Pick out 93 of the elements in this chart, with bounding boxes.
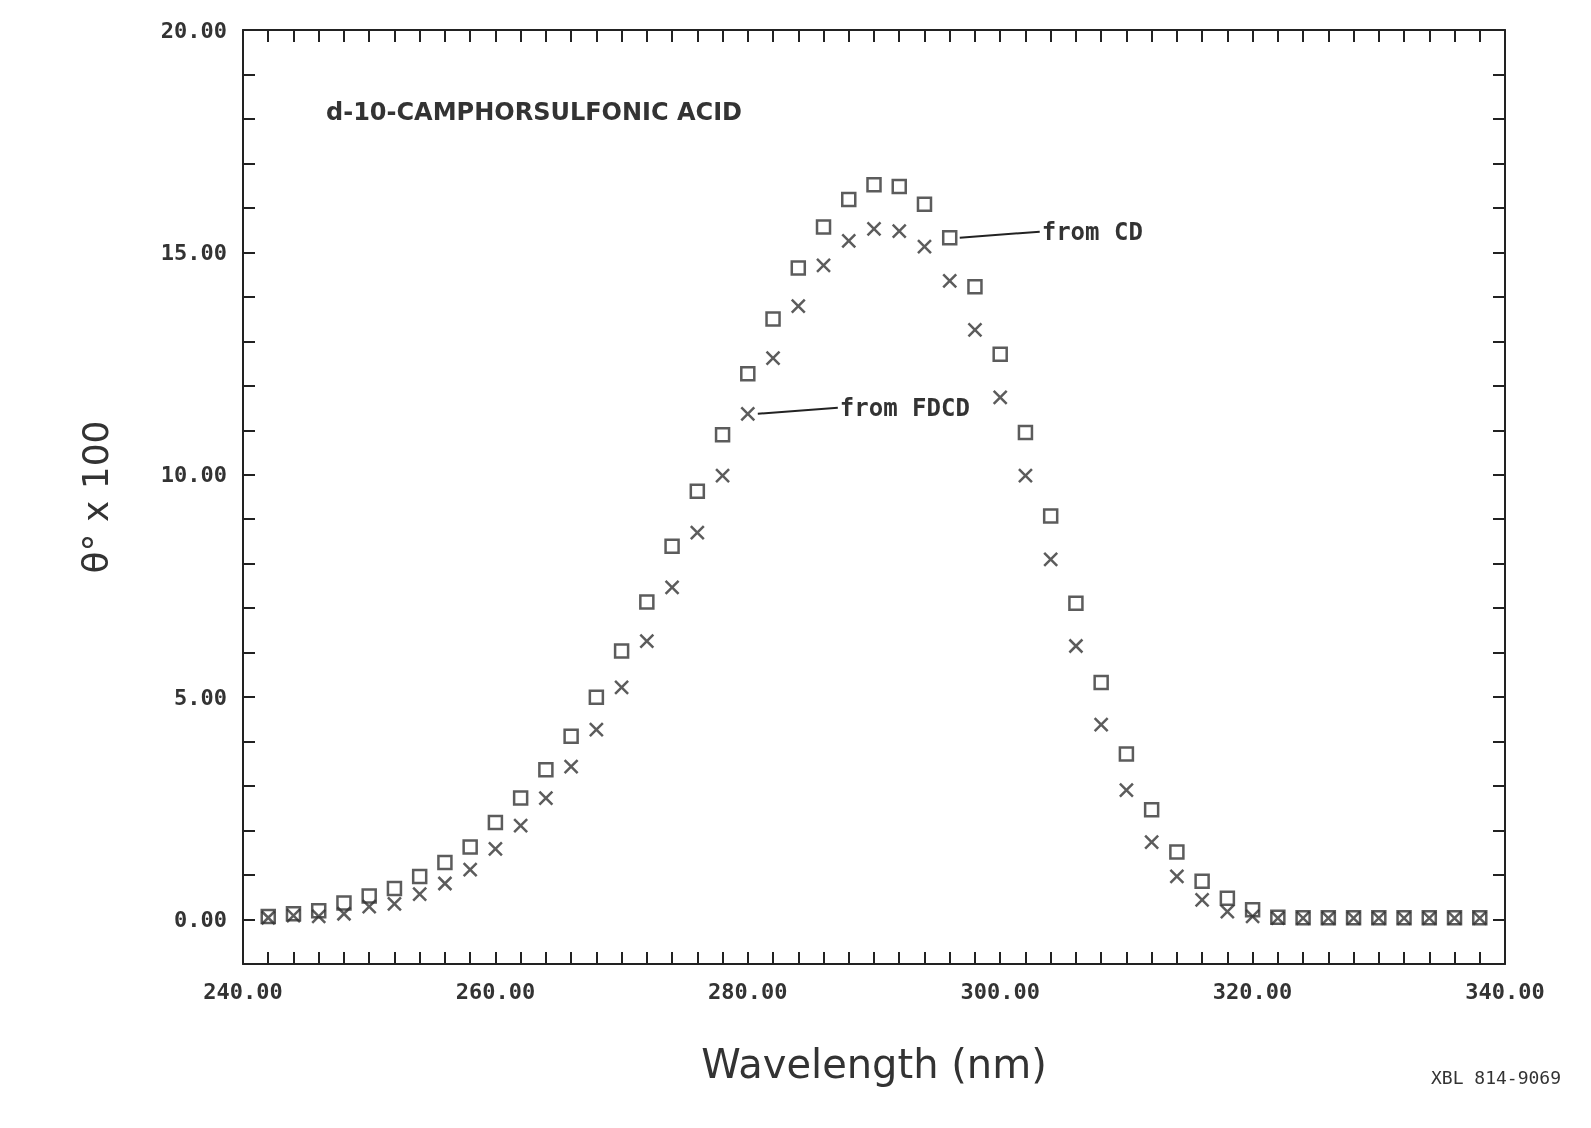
text: XBL 814-9069 xyxy=(1430,1066,1561,1088)
y-tick-label: 10.00 xyxy=(160,462,227,488)
point xyxy=(361,888,377,904)
point xyxy=(1143,834,1160,850)
point xyxy=(967,322,983,338)
point xyxy=(563,758,579,775)
point xyxy=(866,177,882,193)
y-axis-title: θ° x 100 xyxy=(74,420,116,574)
point xyxy=(916,196,933,213)
point xyxy=(1093,674,1109,691)
point xyxy=(613,679,630,696)
point xyxy=(411,886,428,902)
y-tick-label: 5.00 xyxy=(174,684,227,710)
point xyxy=(386,880,403,897)
point xyxy=(992,346,1008,362)
point xyxy=(992,389,1008,406)
point xyxy=(1169,844,1185,860)
point xyxy=(689,524,706,541)
x-tick-label: 340.00 xyxy=(1465,978,1545,1004)
point xyxy=(891,223,907,239)
point xyxy=(386,896,403,912)
point xyxy=(310,902,327,919)
point xyxy=(1194,873,1210,890)
point xyxy=(1017,424,1034,441)
point xyxy=(689,483,706,499)
point xyxy=(437,854,453,871)
x-tick-label: 320.00 xyxy=(1212,978,1293,1004)
point xyxy=(1042,508,1059,524)
point xyxy=(538,761,554,778)
point xyxy=(512,790,529,806)
y-tick-label: 20.00 xyxy=(160,17,227,43)
point xyxy=(790,260,807,276)
point xyxy=(336,895,352,911)
point xyxy=(941,229,958,246)
point xyxy=(765,311,781,327)
point xyxy=(1219,903,1236,920)
point xyxy=(1244,901,1261,918)
point xyxy=(891,178,907,195)
point xyxy=(916,238,933,255)
point xyxy=(714,426,731,443)
x-tick-label: 300.00 xyxy=(960,978,1040,1004)
point xyxy=(1169,868,1185,885)
point xyxy=(588,721,605,738)
point xyxy=(588,689,605,705)
point xyxy=(790,298,807,314)
point xyxy=(967,278,983,295)
point xyxy=(1118,746,1135,762)
point xyxy=(639,633,655,649)
x-tick-label: 240.00 xyxy=(203,978,283,1004)
point xyxy=(639,594,655,610)
point xyxy=(512,817,529,834)
point xyxy=(361,898,377,915)
point xyxy=(437,875,453,892)
point xyxy=(740,366,756,382)
point xyxy=(1068,638,1084,654)
point xyxy=(1017,467,1034,484)
point xyxy=(563,728,579,745)
point xyxy=(1093,716,1109,733)
point xyxy=(613,643,630,659)
point xyxy=(765,350,781,366)
series-label: from FDCD xyxy=(839,393,970,422)
point xyxy=(815,257,832,274)
point xyxy=(841,233,857,249)
point xyxy=(1219,890,1236,906)
point xyxy=(538,790,554,806)
point xyxy=(664,538,680,555)
point xyxy=(1118,782,1135,798)
point xyxy=(664,579,680,596)
point xyxy=(841,191,857,208)
point xyxy=(1244,908,1261,925)
point xyxy=(815,219,832,235)
point xyxy=(462,839,478,855)
point xyxy=(941,273,958,289)
point xyxy=(336,905,352,922)
point xyxy=(1068,595,1084,612)
point xyxy=(462,861,478,878)
point xyxy=(1194,892,1210,908)
x-axis-title: Wavelength (nm) xyxy=(701,1041,1047,1087)
y-tick-label: 0.00 xyxy=(174,907,227,933)
text: from CD xyxy=(1041,217,1143,246)
x-tick-label: 260.00 xyxy=(455,978,536,1004)
point xyxy=(310,908,327,925)
point xyxy=(487,814,504,831)
point xyxy=(1143,801,1160,818)
point xyxy=(714,467,731,484)
x-tick-label: 280.00 xyxy=(708,978,788,1004)
point xyxy=(487,841,504,857)
point xyxy=(866,221,882,237)
y-tick-label: 15.00 xyxy=(160,239,227,265)
point xyxy=(1042,551,1059,568)
point xyxy=(411,868,428,885)
point xyxy=(740,406,756,422)
text: d-10-CAMPHORSULFONIC ACID xyxy=(326,98,743,126)
